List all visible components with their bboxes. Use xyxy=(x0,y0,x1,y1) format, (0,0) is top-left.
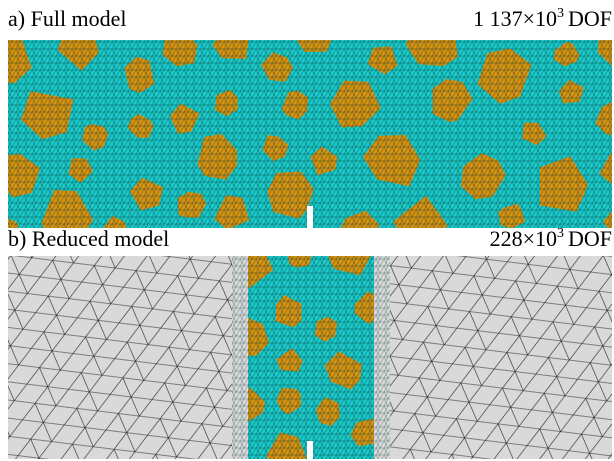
dof-label: 1 137×103 DOF xyxy=(473,6,612,31)
mesh xyxy=(8,40,612,228)
figure: a) Full model 1 137×103DOF b) Reduced mo… xyxy=(0,0,614,461)
mesh xyxy=(248,256,374,459)
panel-label: b) Reduced model xyxy=(8,226,169,251)
full-mesh xyxy=(0,17,614,249)
dof-exponent: 3 xyxy=(557,226,564,241)
dof-unit: DOF xyxy=(568,6,612,31)
notch xyxy=(307,441,313,459)
dof-unit: DOF xyxy=(568,226,612,251)
dof-mantissa: 228×10 xyxy=(490,226,557,251)
reduced-mesh xyxy=(8,229,612,461)
dof-mantissa: 1 137×10 xyxy=(473,6,557,31)
panel-label: a) Full model xyxy=(8,6,127,31)
notch xyxy=(307,206,313,228)
dof-label: 228×103 DOF xyxy=(490,226,612,251)
dof-exponent: 3 xyxy=(557,6,564,21)
